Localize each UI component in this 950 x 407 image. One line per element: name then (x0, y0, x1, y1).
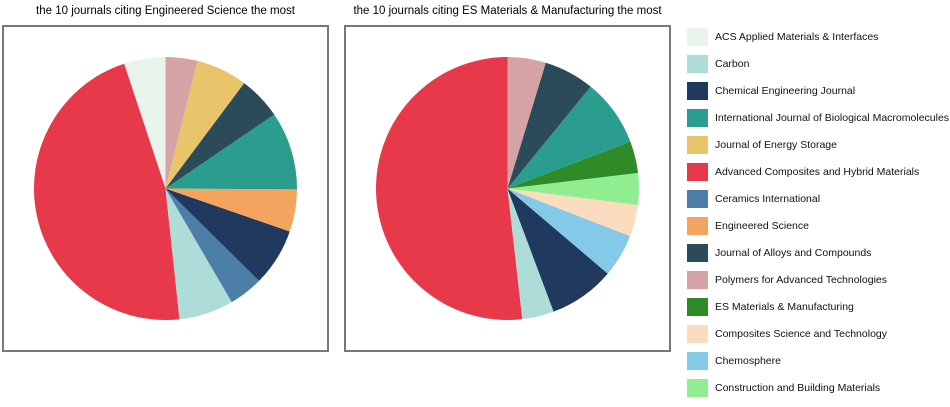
pie-slice-acs-applied-materials-interfaces (124, 57, 166, 189)
legend: ACS Applied Materials & Interfaces Carbon… (687, 28, 949, 397)
legend-swatch (687, 190, 708, 208)
legend-label: International Journal of Biological Macr… (715, 112, 950, 124)
legend-label: ACS Applied Materials & Interfaces (715, 31, 879, 43)
legend-label: Journal of Energy Storage (715, 139, 837, 151)
right-pie-panel (344, 25, 671, 352)
legend-item: Chemical Engineering Journal (687, 82, 949, 100)
legend-item: Ceramics International (687, 190, 949, 208)
legend-swatch (687, 298, 708, 316)
legend-label: Construction and Building Materials (715, 382, 881, 394)
pie-slice-polymers-for-advanced-technologies (165, 57, 198, 189)
pie-chart-engineered-science (33, 57, 298, 321)
pie-slice-advanced-composites-and-hybrid-materials (33, 63, 180, 321)
legend-item: Composites Science and Technology (687, 325, 949, 343)
legend-swatch (687, 55, 708, 73)
pie-slice-journal-of-alloys-and-compounds (507, 62, 591, 189)
legend-swatch (687, 82, 708, 100)
pie-slice-construction-and-building-materials (507, 172, 639, 205)
pie-slice-carbon (507, 188, 554, 320)
legend-swatch (687, 379, 708, 397)
legend-label: Chemical Engineering Journal (715, 85, 856, 97)
pie-slice-composites-science-and-technology (507, 188, 638, 237)
legend-swatch (687, 352, 708, 370)
pie-slice-advanced-composites-and-hybrid-materials (376, 57, 523, 320)
legend-item: Engineered Science (687, 217, 949, 235)
legend-item: Chemosphere (687, 352, 949, 370)
legend-label: ES Materials & Manufacturing (715, 301, 854, 313)
legend-item: ES Materials & Manufacturing (687, 298, 949, 316)
legend-swatch (687, 163, 708, 181)
pie-slice-carbon (165, 188, 232, 320)
legend-item: International Journal of Biological Macr… (687, 109, 949, 127)
left-pie-panel (2, 25, 329, 352)
legend-item: ACS Applied Materials & Interfaces (687, 28, 949, 46)
legend-item: Construction and Building Materials (687, 379, 949, 397)
legend-swatch (687, 28, 708, 46)
legend-item: Carbon (687, 55, 949, 73)
legend-label: Ceramics International (715, 193, 821, 205)
pie-slice-es-materials-manufacturing (507, 141, 639, 189)
legend-item: Polymers for Advanced Technologies (687, 271, 949, 289)
legend-swatch (687, 217, 708, 235)
pie-slice-international-journal-of-biological-macromolecules (165, 114, 298, 190)
legend-label: Chemosphere (715, 355, 781, 367)
legend-item: Journal of Energy Storage (687, 136, 949, 154)
pie-slice-international-journal-of-biological-macromolecules (507, 86, 631, 189)
left-chart-title: the 10 journals citing Engineered Scienc… (36, 5, 295, 17)
legend-label: Engineered Science (715, 220, 809, 232)
legend-item: Journal of Alloys and Compounds (687, 244, 949, 262)
pie-chart-es-materials-manufacturing (376, 57, 639, 320)
pie-slice-chemosphere (507, 188, 631, 274)
legend-swatch (687, 136, 708, 154)
legend-label: Journal of Alloys and Compounds (715, 247, 872, 259)
pie-slice-chemical-engineering-journal (165, 188, 290, 281)
pie-slice-chemical-engineering-journal (507, 188, 608, 312)
pie-slice-engineered-science (165, 188, 297, 232)
pie-slice-ceramics-international (165, 188, 260, 303)
right-chart-title: the 10 journals citing ES Materials & Ma… (353, 5, 662, 17)
legend-swatch (687, 109, 708, 127)
pie-slice-journal-of-alloys-and-compounds (165, 83, 275, 189)
legend-item: Advanced Composites and Hybrid Materials (687, 163, 949, 181)
legend-label: Advanced Composites and Hybrid Materials (715, 166, 920, 178)
legend-swatch (687, 271, 708, 289)
pie-slice-polymers-for-advanced-technologies (507, 57, 546, 189)
legend-swatch (687, 244, 708, 262)
legend-label: Composites Science and Technology (715, 328, 887, 340)
legend-label: Carbon (715, 58, 750, 70)
legend-swatch (687, 325, 708, 343)
legend-label: Polymers for Advanced Technologies (715, 274, 887, 286)
pie-slice-journal-of-energy-storage (165, 60, 245, 189)
